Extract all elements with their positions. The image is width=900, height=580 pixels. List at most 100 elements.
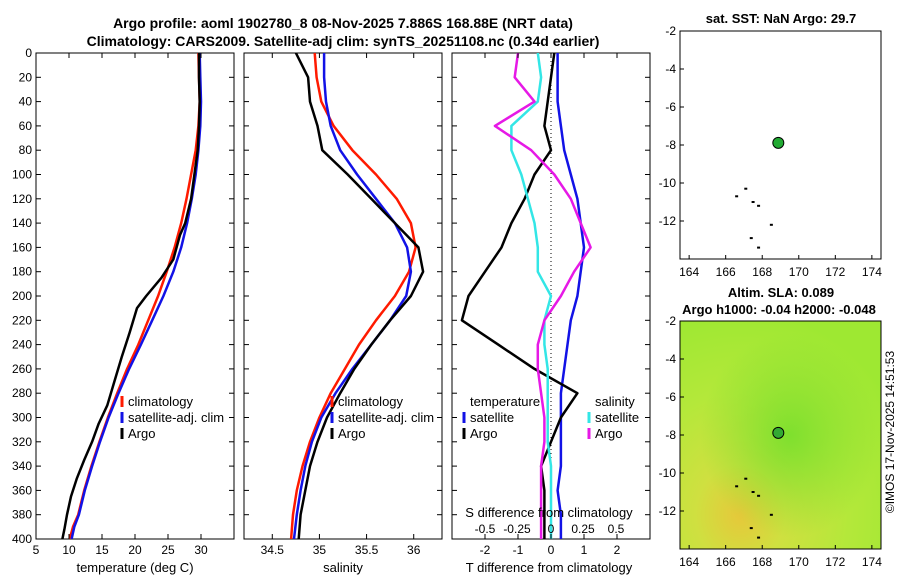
island-sla_map-0 xyxy=(735,485,739,488)
x-tick-label-difference: -1 xyxy=(513,543,524,557)
map-x-tick-label-sla_map: 166 xyxy=(716,555,736,569)
map-y-tick-label-sst_map: -12 xyxy=(659,214,677,228)
title-line-1: Argo profile: aoml 1902780_8 08-Nov-2025… xyxy=(113,15,573,31)
map-y-tick-label-sla_map: -12 xyxy=(659,504,677,518)
sst-map-title: sat. SST: NaN Argo: 29.7 xyxy=(706,11,857,26)
island-sst_map-1 xyxy=(744,187,748,190)
series-line-difference-1 xyxy=(460,53,579,539)
x-tick-label-salinity: 35.5 xyxy=(355,543,379,557)
y-tick-label-temperature: 300 xyxy=(12,411,32,425)
x-tick-label-temperature: 25 xyxy=(161,543,175,557)
y-tick-label-temperature: 20 xyxy=(19,70,33,84)
map-y-tick-label-sst_map: -6 xyxy=(665,100,676,114)
argo-location-marker-sst_map xyxy=(772,136,785,149)
y-tick-label-temperature: 240 xyxy=(12,338,32,352)
island-sla_map-5 xyxy=(757,536,761,539)
y-tick-label-temperature: 200 xyxy=(12,289,32,303)
x-tick-label-difference: 2 xyxy=(614,543,621,557)
island-sla_map-3 xyxy=(757,494,761,497)
legend-label-s-1: Argo xyxy=(595,426,622,441)
s-tick-label: -0.5 xyxy=(475,522,496,536)
x-tick-label-temperature: 10 xyxy=(62,543,76,557)
series-line-temperature-2 xyxy=(61,53,201,539)
s-difference-label: S difference from climatology xyxy=(465,505,633,520)
island-sst_map-4 xyxy=(749,237,753,240)
map-x-tick-label-sst_map: 164 xyxy=(679,265,699,279)
map-y-tick-label-sla_map: -6 xyxy=(665,390,676,404)
x-tick-label-difference: 1 xyxy=(581,543,588,557)
island-sst_map-3 xyxy=(757,204,761,207)
y-tick-label-temperature: 320 xyxy=(12,435,32,449)
argo-location-marker-sla_map xyxy=(772,426,785,439)
s-tick-label: -0.25 xyxy=(503,522,531,536)
map-y-tick-label-sla_map: -10 xyxy=(659,466,677,480)
temperature-panel: 5 10 15 20 25 3002040608010012014016018020022… xyxy=(12,46,235,575)
map-y-tick-label-sla_map: -4 xyxy=(665,352,676,366)
legend-label-s-0: satellite xyxy=(595,410,639,425)
s-tick-label: 0.25 xyxy=(571,522,595,536)
map-x-tick-label-sst_map: 170 xyxy=(789,265,809,279)
y-tick-label-temperature: 160 xyxy=(12,240,32,254)
y-tick-label-temperature: 100 xyxy=(12,168,32,182)
y-tick-label-temperature: 80 xyxy=(19,143,33,157)
island-sst_map-6 xyxy=(769,223,773,226)
difference-legend: temperature salinitysatelliteArgosatellit… xyxy=(462,394,639,441)
island-sla_map-2 xyxy=(751,491,755,493)
map-y-tick-label-sla_map: -8 xyxy=(665,428,676,442)
x-tick-label-temperature: 30 xyxy=(194,543,208,557)
island-sst_map-2 xyxy=(751,201,755,203)
legend-label-salinity-1: satellite-adj. clim xyxy=(338,410,434,425)
y-tick-label-temperature: 220 xyxy=(12,313,32,327)
island-sla_map-6 xyxy=(769,513,773,516)
y-tick-label-temperature: 140 xyxy=(12,216,32,230)
y-tick-label-temperature: 400 xyxy=(12,532,32,546)
legend-label-temperature-1: satellite-adj. clim xyxy=(128,410,224,425)
map-y-tick-label-sst_map: -8 xyxy=(665,138,676,152)
salinity-axes-frame xyxy=(243,52,443,540)
y-tick-label-temperature: 280 xyxy=(12,386,32,400)
x-tick-label-salinity: 35 xyxy=(313,543,327,557)
y-tick-label-temperature: 260 xyxy=(12,362,32,376)
sla-map-title-1: Altim. SLA: 0.089 xyxy=(728,285,834,300)
legend-group-salinity: salinity xyxy=(595,394,635,409)
y-tick-label-temperature: 380 xyxy=(12,508,32,522)
y-tick-label-temperature: 60 xyxy=(19,119,33,133)
x-tick-label-salinity: 34.5 xyxy=(261,543,285,557)
y-tick-label-temperature: 180 xyxy=(12,265,32,279)
map-x-tick-label-sst_map: 172 xyxy=(825,265,845,279)
temperature-xlabel: temperature (deg C) xyxy=(76,560,193,575)
map-y-tick-label-sst_map: -4 xyxy=(665,62,676,76)
s-difference-ticks: -0.5 -0.25 0 0.25 0.5 xyxy=(475,522,625,536)
map-y-tick-label-sst_map: -10 xyxy=(659,176,677,190)
map-x-tick-label-sst_map: 174 xyxy=(862,265,882,279)
y-tick-label-temperature: 340 xyxy=(12,459,32,473)
island-sla_map-1 xyxy=(744,477,748,480)
x-tick-label-difference: -2 xyxy=(480,543,491,557)
y-tick-label-temperature: 40 xyxy=(19,95,33,109)
legend-label-t-0: satellite xyxy=(470,410,514,425)
series-line-salinity-1 xyxy=(292,53,413,539)
map-x-tick-label-sla_map: 168 xyxy=(752,555,772,569)
y-tick-label-temperature: 360 xyxy=(12,483,32,497)
difference-xlabel: T difference from climatology xyxy=(466,560,633,575)
temperature-axes-frame xyxy=(35,52,235,540)
salinity-xlabel: salinity xyxy=(323,560,363,575)
sla-map-title-2: Argo h1000: -0.04 h2000: -0.048 xyxy=(682,302,876,317)
legend-group-temperature: temperature xyxy=(470,394,540,409)
map-x-tick-label-sst_map: 168 xyxy=(752,265,772,279)
s-tick-label: 0.5 xyxy=(608,522,625,536)
legend-label-temperature-2: Argo xyxy=(128,426,155,441)
s-tick-label: 0 xyxy=(548,522,555,536)
map-x-tick-label-sst_map: 166 xyxy=(716,265,736,279)
x-tick-label-temperature: 20 xyxy=(128,543,142,557)
map-y-tick-label-sst_map: -2 xyxy=(665,24,676,38)
y-tick-label-temperature: 0 xyxy=(25,46,32,60)
series-line-salinity-2 xyxy=(294,53,425,539)
island-sst_map-5 xyxy=(757,246,761,249)
series-line-difference-0 xyxy=(556,53,586,539)
difference-panel: -2 -1 0 1 2 T difference from climatology S … xyxy=(451,52,651,575)
x-tick-label-temperature: 5 xyxy=(33,543,40,557)
